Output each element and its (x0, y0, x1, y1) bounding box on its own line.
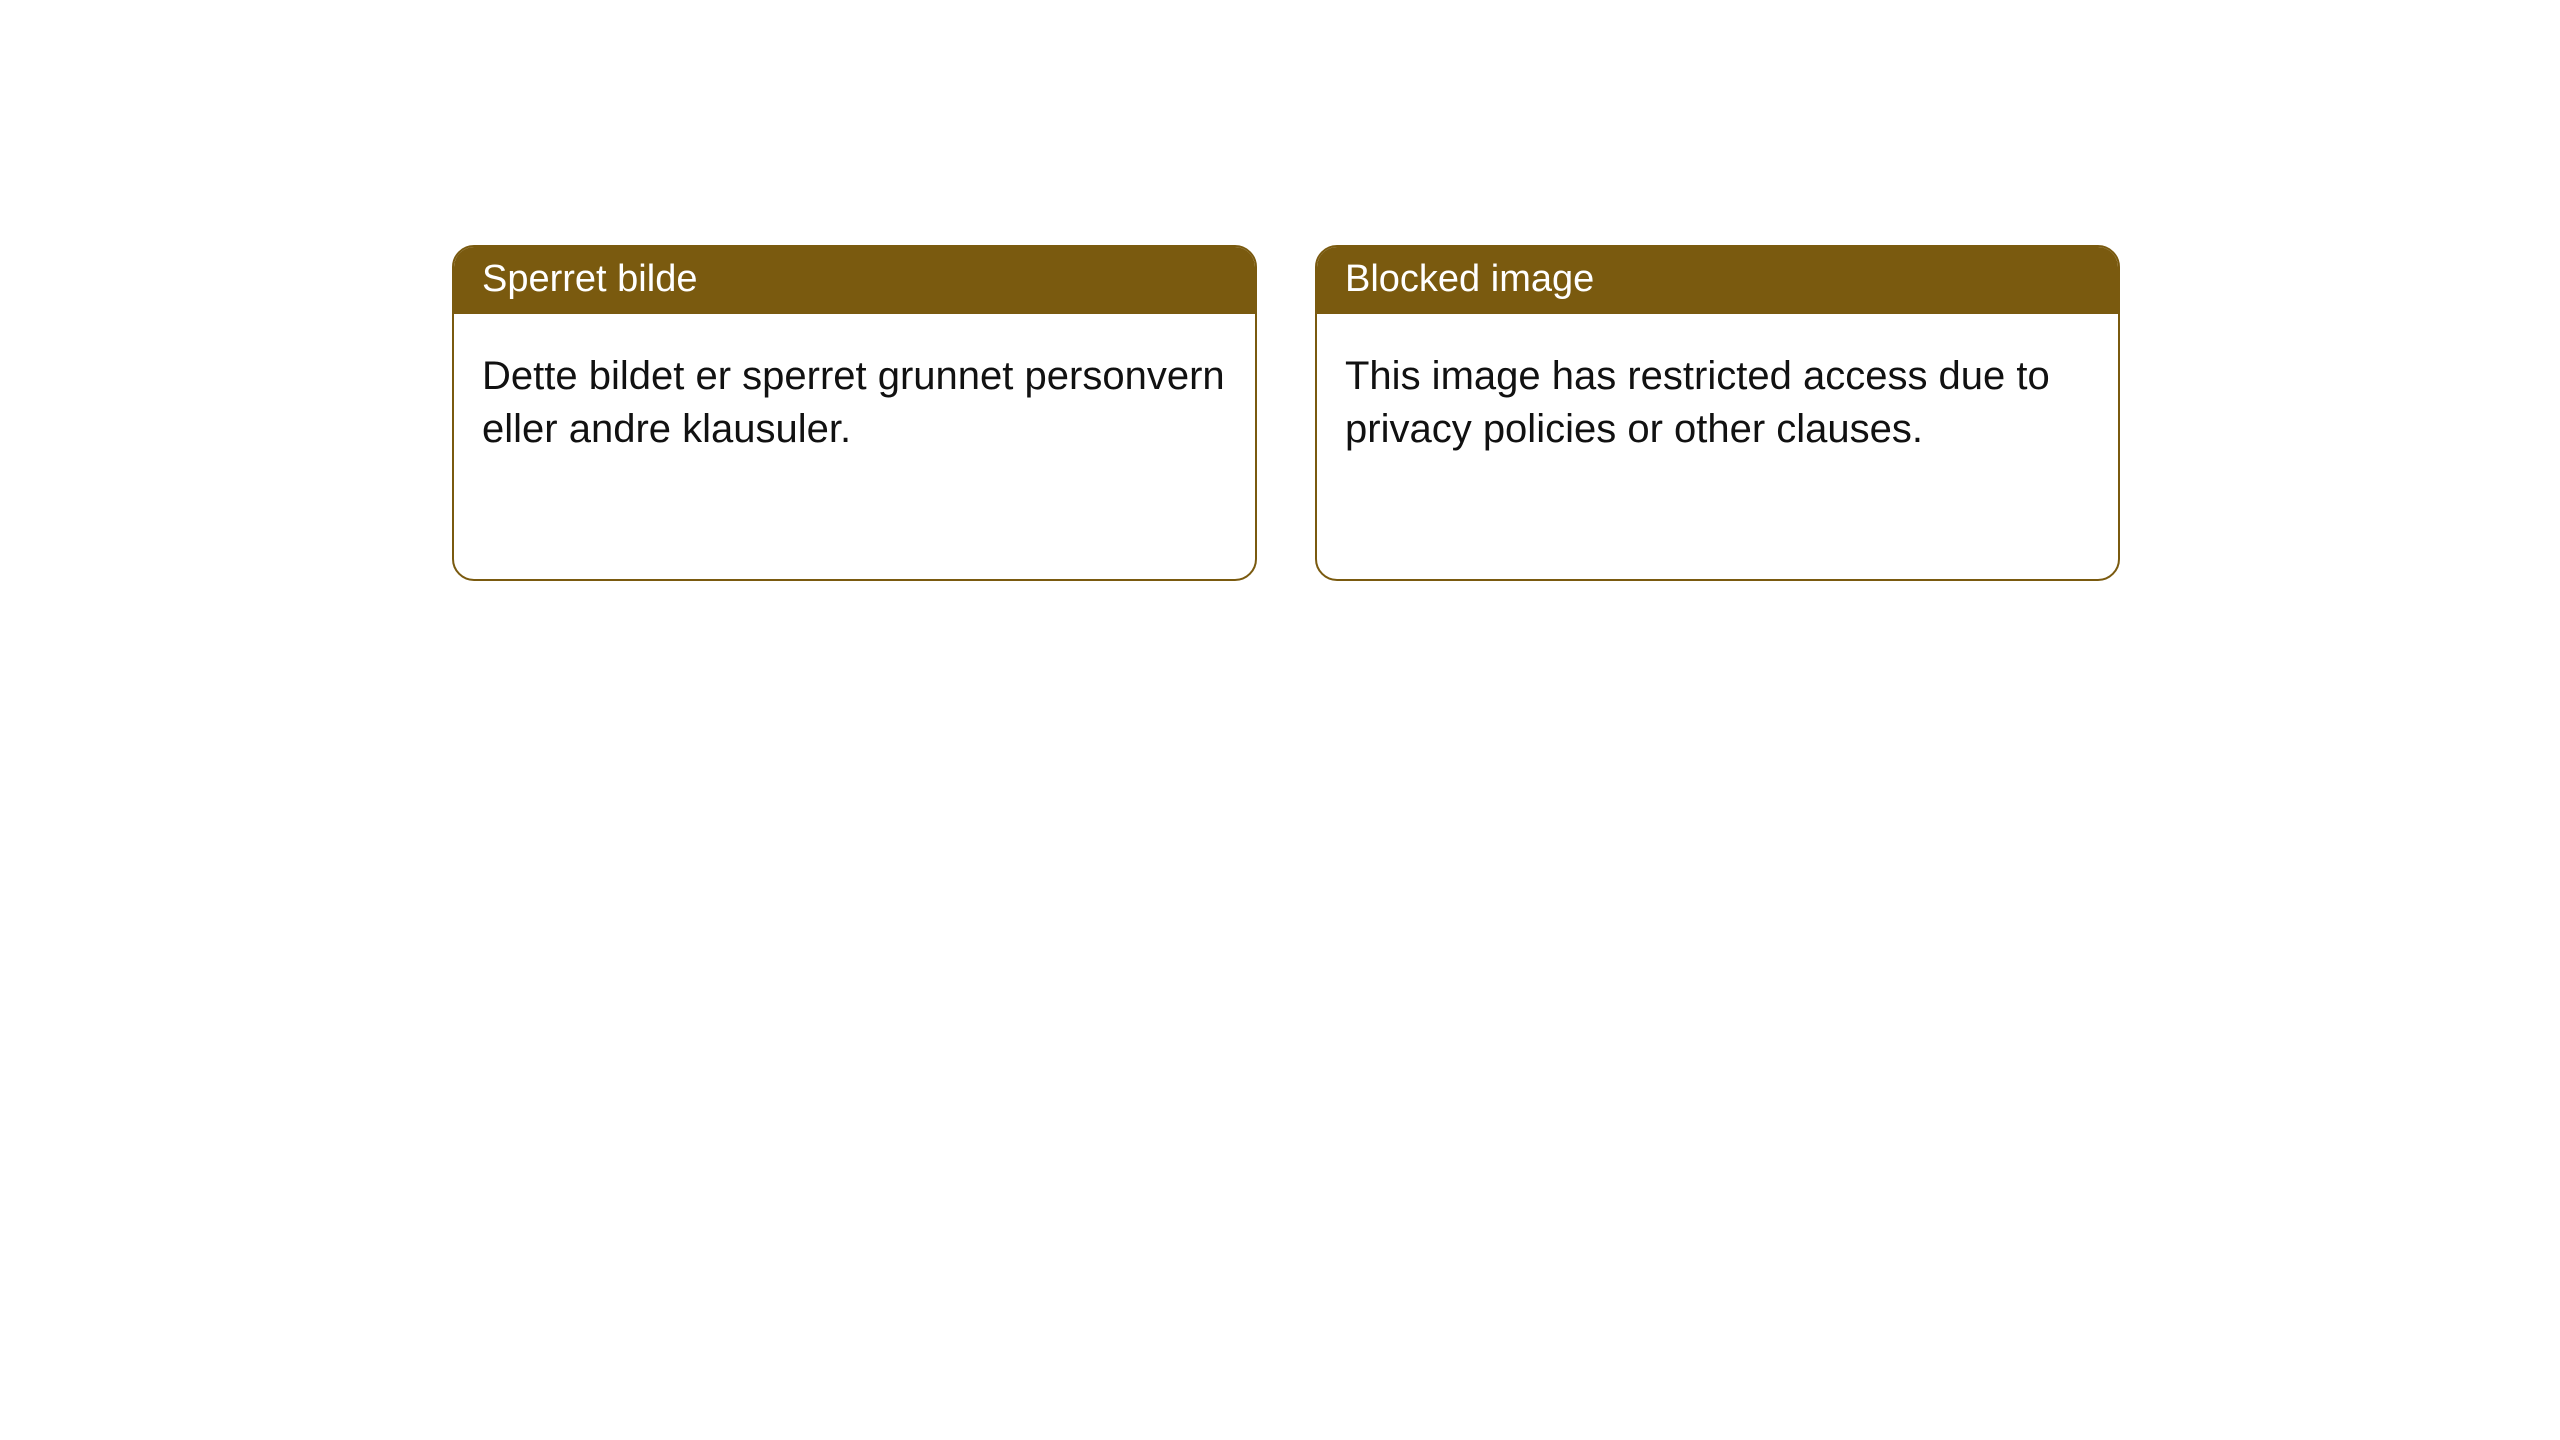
notice-card-body: This image has restricted access due to … (1317, 314, 2118, 476)
notice-card-body: Dette bildet er sperret grunnet personve… (454, 314, 1255, 476)
notice-card-header: Blocked image (1317, 247, 2118, 314)
notice-cards-row: Sperret bilde Dette bildet er sperret gr… (0, 0, 2560, 581)
notice-card-header: Sperret bilde (454, 247, 1255, 314)
notice-card-english: Blocked image This image has restricted … (1315, 245, 2120, 581)
notice-card-norwegian: Sperret bilde Dette bildet er sperret gr… (452, 245, 1257, 581)
